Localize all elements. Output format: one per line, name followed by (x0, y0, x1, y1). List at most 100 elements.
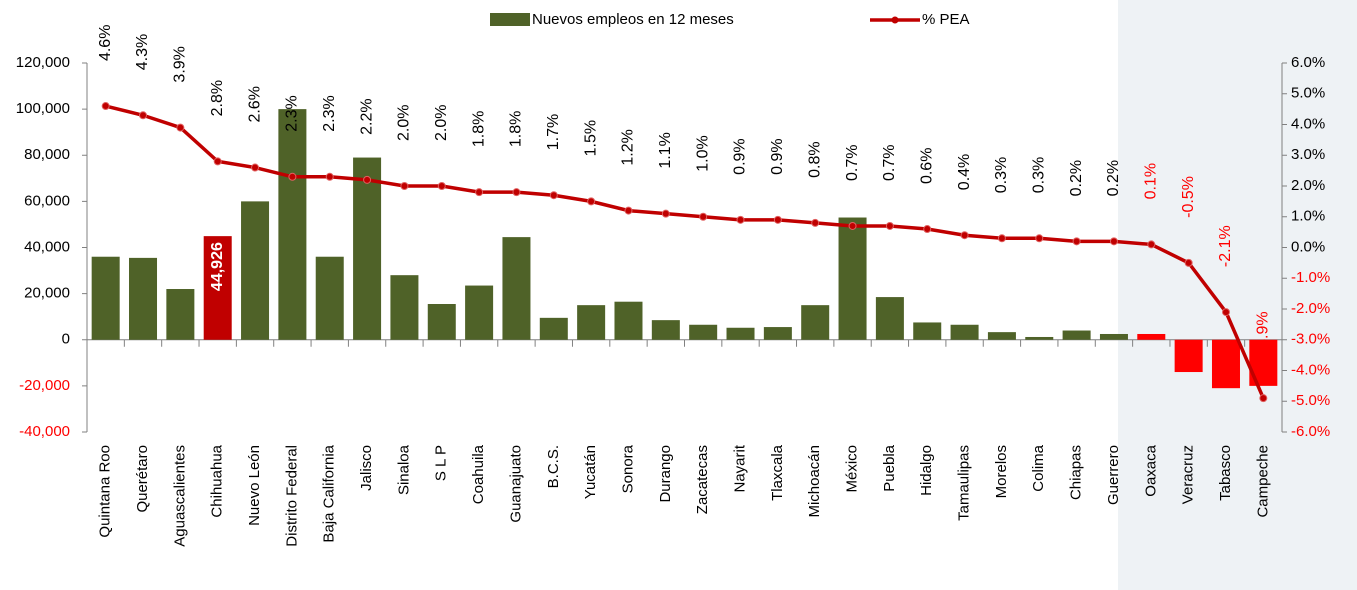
x-tick-label: Querétaro (134, 445, 151, 513)
x-tick-label: Chihuahua (209, 444, 226, 517)
x-tick-label: Yucatán (582, 445, 599, 499)
bar (129, 257, 158, 340)
line-value-label: 0.7% (881, 145, 898, 181)
legend-label: Nuevos empleos en 12 meses (532, 11, 734, 28)
x-tick-label: Hidalgo (918, 445, 935, 496)
bar (763, 327, 792, 340)
line-value-label: 1.0% (694, 135, 711, 171)
line-value-label: 0.4% (956, 154, 973, 190)
x-tick-label: S L P (433, 445, 450, 481)
bar (726, 327, 755, 340)
x-tick-label: Quintana Roo (97, 445, 114, 538)
line-value-label: 2.0% (396, 105, 413, 141)
x-tick-label: Oaxaca (1142, 444, 1159, 496)
line-value-label: 0.1% (1143, 163, 1160, 199)
line-value-label: 1.2% (620, 129, 637, 165)
y2-tick-label: 2.0% (1291, 177, 1325, 194)
y-tick-label: 40,000 (24, 238, 70, 255)
line-point (1035, 234, 1044, 243)
bar (315, 256, 344, 340)
y2-tick-label: -3.0% (1291, 331, 1330, 348)
line-point (549, 191, 558, 200)
bar (1099, 333, 1128, 340)
line-point (1147, 240, 1156, 249)
line-value-label: 0.7% (844, 145, 861, 181)
line-value-label: 2.3% (284, 95, 301, 131)
line-value-label: 1.7% (545, 114, 562, 150)
x-tick-label: Nayarit (731, 444, 748, 492)
line-point (325, 172, 334, 181)
bar (614, 301, 643, 340)
line-value-label: 1.1% (657, 132, 674, 168)
x-tick-label: Zacatecas (694, 445, 711, 514)
y-tick-label: 80,000 (24, 146, 70, 163)
bar (427, 304, 456, 340)
line-value-label: 0.9% (769, 138, 786, 174)
line-point (960, 231, 969, 240)
y-tick-label: -40,000 (19, 423, 70, 440)
y2-tick-label: -6.0% (1291, 423, 1330, 440)
bar (241, 201, 270, 340)
y2-tick-label: 5.0% (1291, 85, 1325, 102)
y2-tick-label: -1.0% (1291, 269, 1330, 286)
line-point (736, 215, 745, 224)
line-point (363, 175, 372, 184)
y2-tick-label: -4.0% (1291, 361, 1330, 378)
y2-tick-label: 6.0% (1291, 54, 1325, 71)
line-value-label: 1.5% (582, 120, 599, 156)
bar (278, 109, 307, 340)
line-point (1221, 308, 1230, 317)
x-tick-label: Veracruz (1180, 445, 1197, 504)
bar (91, 256, 120, 340)
line-value-label: -4.9% (1255, 311, 1272, 353)
x-tick-label: Guerrero (1105, 445, 1122, 505)
line-point (1184, 258, 1193, 267)
line-point (699, 212, 708, 221)
bar (950, 324, 979, 340)
line-point (512, 188, 521, 197)
line-value-label: 2.6% (246, 86, 263, 122)
x-tick-label: Tamaulipas (956, 445, 973, 521)
bar (465, 285, 494, 340)
line-value-label: 2.2% (358, 98, 375, 134)
y2-tick-label: -2.0% (1291, 300, 1330, 317)
legend-swatch (490, 13, 530, 26)
line-value-label: 1.8% (470, 111, 487, 147)
bar-value-label: 44,926 (209, 242, 226, 291)
x-tick-label: Sinaloa (395, 444, 412, 495)
bar (987, 332, 1016, 340)
bar (166, 289, 195, 340)
line-point (437, 182, 446, 190)
x-tick-label: Guanajuato (507, 445, 524, 523)
x-tick-label: B.C.S. (545, 445, 562, 488)
x-tick-label: Durango (657, 445, 674, 503)
line-value-label: -0.5% (1180, 176, 1197, 218)
x-tick-label: Coahuila (470, 444, 487, 504)
line-value-label: 0.9% (732, 138, 749, 174)
x-tick-label: Chiapas (1068, 445, 1085, 500)
x-tick-label: Tabasco (1217, 445, 1234, 501)
line-point (848, 221, 857, 230)
x-tick-label: Jalisco (358, 445, 375, 491)
y-tick-label: 100,000 (16, 100, 70, 117)
x-tick-label: Colima (1030, 444, 1047, 491)
bar (913, 322, 942, 340)
bar (390, 275, 419, 340)
bar (651, 320, 680, 340)
line-point (624, 206, 633, 215)
shaded-region (1118, 0, 1357, 590)
line-point (997, 234, 1006, 243)
y2-tick-label: 3.0% (1291, 146, 1325, 163)
bar (577, 305, 606, 340)
bar (1137, 333, 1166, 340)
line-point (139, 111, 148, 120)
x-tick-label: Morelos (993, 445, 1010, 498)
line-point (811, 218, 820, 227)
line-value-label: 2.3% (321, 95, 338, 131)
line-point (288, 172, 297, 181)
line-point (475, 188, 484, 197)
line-value-label: 1.8% (508, 111, 525, 147)
bar (1211, 339, 1240, 389)
bar (1062, 330, 1091, 340)
line-value-label: 4.6% (97, 25, 114, 61)
